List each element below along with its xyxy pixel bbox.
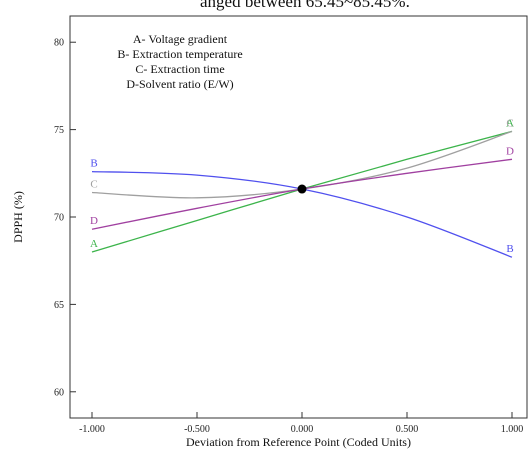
y-tick-label: 80 <box>54 38 64 49</box>
x-tick-label: 1.000 <box>501 424 524 435</box>
reference-point-marker <box>297 184 307 194</box>
y-tick-label: 60 <box>54 387 64 398</box>
legend-entry: C- Extraction time <box>135 62 224 76</box>
y-tick-label: 65 <box>54 300 64 311</box>
curve-label-d-left: D <box>90 215 98 227</box>
x-tick-label: 0.500 <box>396 424 419 435</box>
legend-entry: D-Solvent ratio (E/W) <box>126 77 233 91</box>
x-tick-label: -0.500 <box>184 424 210 435</box>
series-line-d <box>91 158 513 230</box>
axes: -1.000 -0.500 0.000 0.500 1.000 60 65 70 75 80 Dev… <box>11 38 523 449</box>
curve-label-b-right: B <box>506 243 513 255</box>
x-axis-title: Deviation from Reference Point (Coded Un… <box>186 435 411 449</box>
series-lines <box>91 130 513 258</box>
y-tick-label: 70 <box>54 213 64 224</box>
y-tick-label: 75 <box>54 125 64 136</box>
curve-label-d-right: D <box>506 145 514 157</box>
x-tick-label: -1.000 <box>79 424 105 435</box>
x-tick-label: 0.000 <box>291 424 314 435</box>
header-fragment-text: anged between 65.45~85.45%. <box>200 0 410 11</box>
legend-entry: B- Extraction temperature <box>117 47 242 61</box>
curve-label-c-left: C <box>90 179 97 191</box>
legend-entry: A- Voltage gradient <box>133 32 228 46</box>
curve-label-a-right: A <box>506 117 514 129</box>
top-text-fragment: anged between 65.45~85.45%. <box>0 0 531 16</box>
series-line-b <box>91 170 513 258</box>
y-axis-title: DPPH (%) <box>11 191 25 243</box>
curve-label-c-right: C <box>506 117 513 129</box>
curve-label-a-left: A <box>90 238 98 250</box>
curve-label-b-left: B <box>90 158 97 170</box>
